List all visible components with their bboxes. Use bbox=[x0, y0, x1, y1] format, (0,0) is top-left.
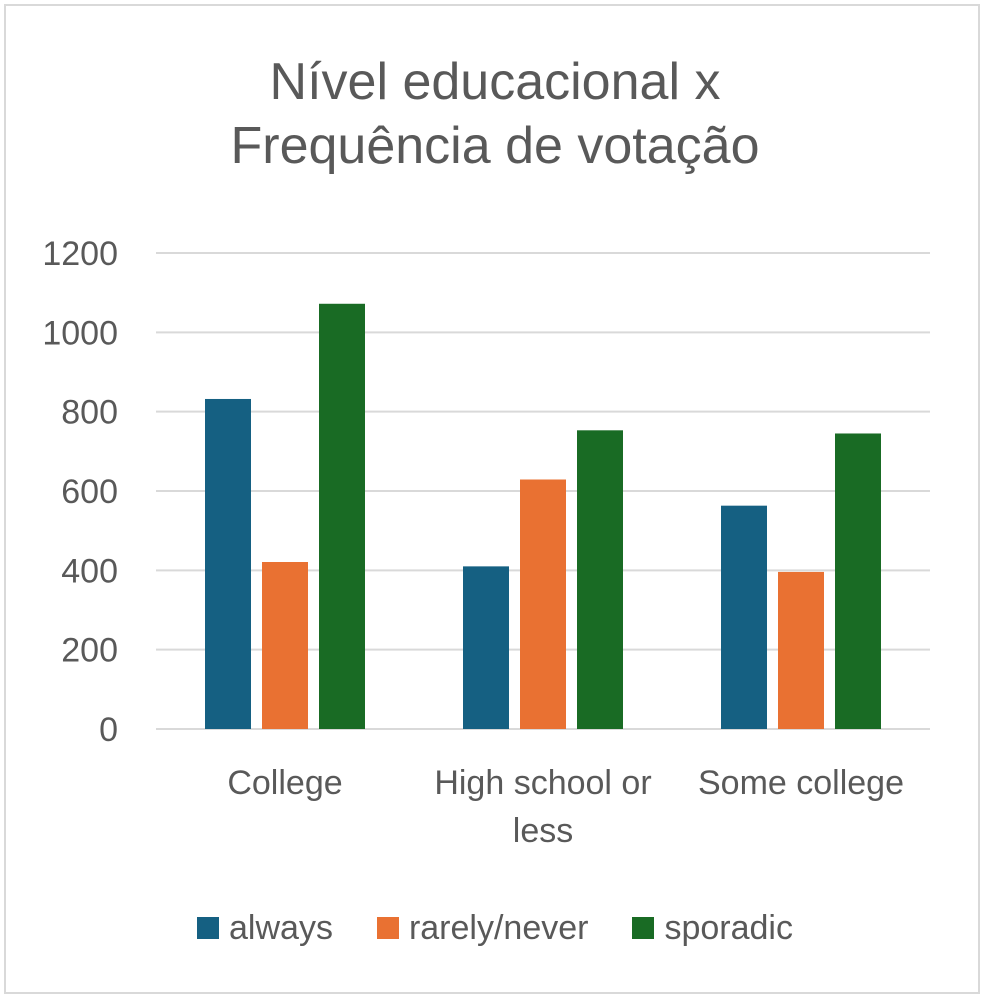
y-tick-label: 800 bbox=[61, 394, 118, 432]
bar-always bbox=[721, 505, 767, 729]
y-tick-label: 400 bbox=[61, 552, 118, 590]
x-tick-label: College bbox=[227, 764, 342, 802]
legend-label: sporadic bbox=[664, 908, 793, 947]
bar-sporadic bbox=[835, 433, 881, 729]
legend-item: always bbox=[197, 909, 333, 948]
chart-frame bbox=[4, 4, 980, 994]
legend-swatch bbox=[632, 917, 655, 939]
y-tick-label: 1200 bbox=[42, 235, 118, 273]
y-tick-label: 0 bbox=[99, 711, 118, 749]
bar-rarely-never bbox=[262, 562, 308, 729]
y-tick-label: 200 bbox=[61, 632, 118, 670]
x-tick-label: Some college bbox=[698, 764, 904, 802]
legend-label: rarely/never bbox=[408, 908, 589, 947]
legend-item: rarely/never bbox=[376, 908, 589, 948]
bar-always bbox=[205, 398, 251, 729]
bar-sporadic bbox=[319, 303, 365, 729]
chart-title-line-2: Frequência de votação bbox=[230, 117, 760, 175]
legend: always rarely/never sporadic bbox=[0, 906, 990, 950]
y-tick-label: 1000 bbox=[42, 314, 118, 352]
bar-always bbox=[463, 566, 509, 729]
legend-swatch bbox=[376, 917, 399, 939]
chart-title: Nível educacional x Frequência de votaçã… bbox=[0, 50, 990, 178]
x-tick-label: less bbox=[513, 812, 573, 850]
y-tick-label: 600 bbox=[61, 473, 118, 511]
legend-swatch bbox=[197, 917, 220, 939]
x-tick-label: High school or bbox=[434, 764, 651, 802]
legend-item: sporadic bbox=[632, 909, 793, 948]
bar-sporadic bbox=[577, 430, 623, 729]
legend-label: always bbox=[229, 908, 333, 947]
bar-rarely-never bbox=[520, 479, 566, 729]
bar-rarely-never bbox=[778, 571, 824, 729]
chart-title-line-1: Nível educacional x bbox=[269, 53, 721, 111]
